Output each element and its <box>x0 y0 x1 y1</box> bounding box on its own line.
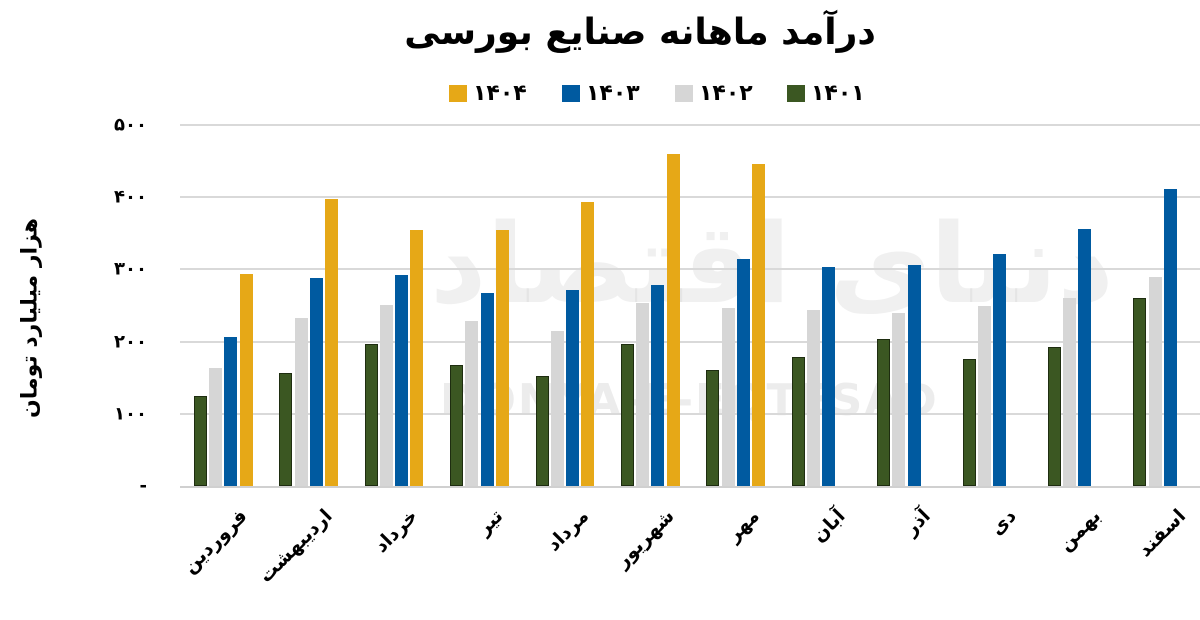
gridline <box>180 268 1200 271</box>
bar <box>550 330 564 486</box>
legend-item: ۱۴۰۲ <box>675 80 753 106</box>
bar <box>1148 276 1162 486</box>
bar <box>736 259 750 486</box>
y-tick-label: ۴۰۰ <box>114 186 147 208</box>
bar <box>325 199 338 486</box>
bar <box>822 266 836 486</box>
x-tick-label: خرداد <box>369 505 422 557</box>
bar <box>993 253 1006 486</box>
x-tick-label: تیر <box>473 505 508 540</box>
bar <box>294 317 308 486</box>
bar <box>566 289 579 486</box>
legend-label: ۱۴۰۳ <box>586 80 640 106</box>
x-tick-label: مهر <box>722 505 765 547</box>
bar <box>480 292 494 486</box>
x-tick-label: بهمن <box>1054 505 1106 556</box>
y-tick-label: ۲۰۰ <box>114 331 147 353</box>
bar <box>962 358 976 486</box>
bar <box>465 321 479 486</box>
y-tick-label: - <box>139 475 147 497</box>
y-axis-label: هزار میلیارد تومان <box>17 218 43 418</box>
bar <box>1078 228 1092 486</box>
bar <box>721 308 735 486</box>
gridline <box>180 340 1200 343</box>
bar <box>1133 298 1147 486</box>
bar <box>309 278 323 486</box>
x-tick-label: اسفند <box>1134 505 1191 562</box>
bar <box>581 201 595 486</box>
gridline <box>180 196 1200 199</box>
bar <box>706 370 720 486</box>
legend-label: ۱۴۰۴ <box>473 80 527 106</box>
bar <box>1163 189 1177 486</box>
gridline <box>180 124 1200 126</box>
legend-swatch <box>449 84 467 102</box>
legend-label: ۱۴۰۱ <box>811 80 865 106</box>
legend-swatch <box>675 84 693 102</box>
bar <box>636 303 650 486</box>
gridline <box>180 412 1200 415</box>
x-tick-label: آبان <box>807 505 850 547</box>
x-tick-label: فروردین <box>178 505 252 578</box>
bar <box>209 367 223 486</box>
x-tick-label: آذر <box>900 505 935 540</box>
watermark-latin: DONYA-E-EQTESAD <box>440 375 939 426</box>
bar <box>395 275 409 486</box>
bar <box>535 375 549 486</box>
watermark-persian: دنیای اقتصاد <box>430 200 1114 328</box>
bar <box>279 372 293 486</box>
y-tick-label: ۵۰۰ <box>114 114 147 136</box>
bar <box>621 344 634 486</box>
legend-item: ۱۴۰۳ <box>562 80 640 106</box>
bar <box>194 395 207 486</box>
bar <box>1048 347 1061 486</box>
bar <box>791 356 805 486</box>
bar <box>224 337 238 486</box>
x-axis-line <box>180 486 1200 488</box>
bar <box>651 284 665 486</box>
bar <box>450 365 464 486</box>
bar <box>892 312 906 486</box>
y-tick-label: ۳۰۰ <box>114 258 147 280</box>
bar <box>977 305 991 486</box>
legend-swatch <box>562 84 580 102</box>
y-tick-label: ۱۰۰ <box>114 403 147 425</box>
bar <box>410 230 424 486</box>
bar <box>495 230 509 486</box>
legend-label: ۱۴۰۲ <box>699 80 753 106</box>
bar <box>877 339 891 486</box>
bar <box>239 274 253 486</box>
bar <box>807 309 820 486</box>
bar <box>666 153 680 486</box>
bar <box>907 265 921 486</box>
chart-title: درآمد ماهانه صنایع بورسی <box>404 12 876 53</box>
legend-item: ۱۴۰۴ <box>449 80 527 106</box>
x-tick-label: شهریور <box>611 505 679 573</box>
bar <box>752 163 765 486</box>
x-tick-label: مرداد <box>542 505 593 556</box>
legend-item: ۱۴۰۱ <box>787 80 865 106</box>
bar <box>380 304 393 486</box>
bar <box>364 343 378 486</box>
legend-swatch <box>787 84 805 102</box>
x-tick-label: اردیبهشت <box>254 505 338 588</box>
bar <box>1063 298 1077 486</box>
x-tick-label: دی <box>985 505 1021 540</box>
